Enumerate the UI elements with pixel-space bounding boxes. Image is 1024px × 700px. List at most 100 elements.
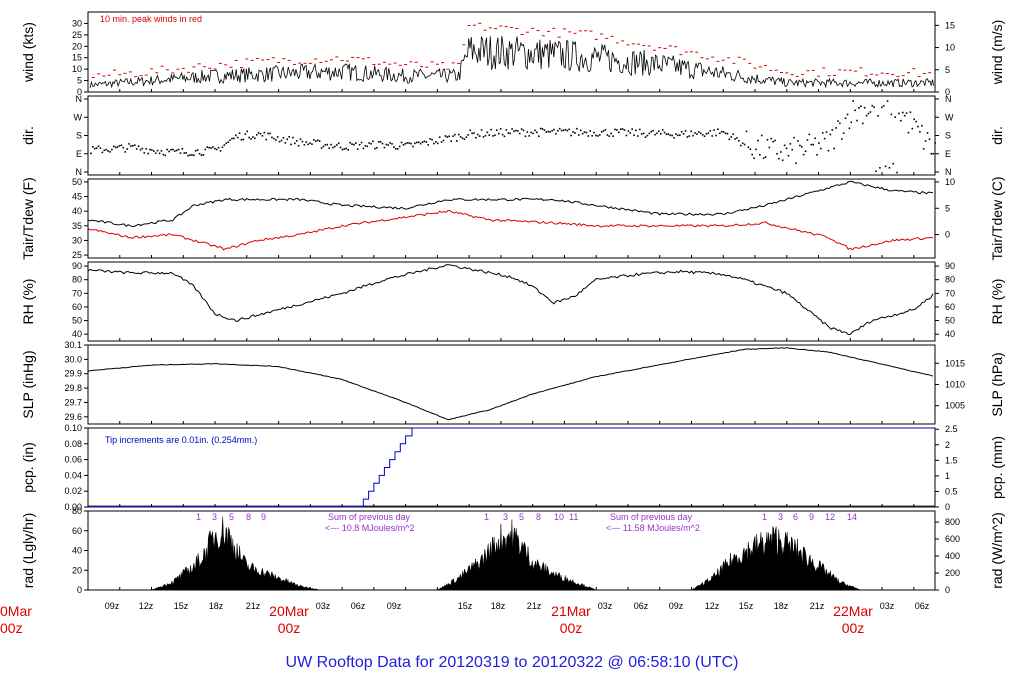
dir-point xyxy=(284,142,287,144)
dir-point xyxy=(465,136,468,138)
dir-point xyxy=(215,148,218,151)
y-tick-label-right: 50 xyxy=(945,316,955,326)
dir-point xyxy=(656,132,658,135)
dir-point xyxy=(280,139,283,142)
dir-point xyxy=(614,128,616,131)
dir-point xyxy=(135,148,138,150)
y-axis-label: SLP (inHg) xyxy=(20,350,36,418)
y-tick-label-right: 1010 xyxy=(945,379,965,389)
dir-point xyxy=(173,150,176,152)
dir-point xyxy=(924,140,927,142)
dir-point xyxy=(133,144,136,146)
y-tick-label: 40 xyxy=(72,329,82,339)
dir-point xyxy=(678,134,681,136)
dir-point xyxy=(448,135,450,138)
y-tick-label: 29.9 xyxy=(64,369,82,379)
y-tick-label-right: 5 xyxy=(945,203,950,213)
y-tick-label: 0.04 xyxy=(64,470,82,480)
dir-point xyxy=(431,138,433,141)
dir-point xyxy=(473,132,475,134)
dir-point xyxy=(667,133,670,135)
dir-point xyxy=(882,105,885,107)
dir-point xyxy=(391,143,393,145)
dir-point xyxy=(198,152,201,155)
x-tick-label: 06z xyxy=(915,601,930,611)
dir-point xyxy=(402,144,405,146)
dir-point xyxy=(884,165,887,168)
dir-point xyxy=(227,141,229,143)
x-tick-label: 15z xyxy=(458,601,473,611)
dir-point xyxy=(820,147,822,150)
dir-point xyxy=(875,170,877,173)
dir-point xyxy=(233,137,235,140)
y-tick-label: 29.6 xyxy=(64,412,82,422)
series-wind xyxy=(89,35,935,89)
y-axis-label-right: RH (%) xyxy=(989,279,1005,325)
dir-point xyxy=(741,142,744,145)
dir-point xyxy=(299,138,302,140)
dir-point xyxy=(377,141,380,143)
dir-point xyxy=(825,131,828,133)
y-tick-label: 35 xyxy=(72,221,82,231)
dir-point xyxy=(663,131,666,134)
y-tick-label-right: W xyxy=(945,112,954,122)
dir-point xyxy=(597,135,599,137)
y-tick-label-right: 2 xyxy=(945,440,950,450)
dir-point xyxy=(764,156,767,158)
dir-point xyxy=(419,142,422,145)
dir-point xyxy=(698,131,700,133)
y-tick-label: 0.02 xyxy=(64,486,82,496)
dir-point xyxy=(130,145,132,147)
x-tick-label: 21z xyxy=(527,601,542,611)
y-axis-label: rad (Lgly/hr) xyxy=(20,513,36,588)
dir-point xyxy=(635,129,637,132)
dir-point xyxy=(484,134,487,137)
dir-point xyxy=(812,143,814,146)
dir-point xyxy=(909,111,912,114)
dir-point xyxy=(309,142,311,144)
dir-point xyxy=(223,144,226,146)
dir-point xyxy=(320,147,323,149)
dir-point xyxy=(749,148,752,150)
y-tick-label-right: 40 xyxy=(945,329,955,339)
dir-point xyxy=(442,139,445,142)
dir-point xyxy=(435,141,437,143)
dir-point xyxy=(410,142,412,145)
dir-point xyxy=(497,132,500,135)
dir-point xyxy=(682,133,685,135)
y-tick-label-right: E xyxy=(945,149,951,159)
panel-frame xyxy=(87,11,936,93)
y-tick-label-right: 400 xyxy=(945,551,960,561)
dir-point xyxy=(452,135,454,137)
x-tick-label: 18z xyxy=(209,601,224,611)
dir-point xyxy=(181,148,184,150)
x-day-label-left: 0Mar xyxy=(0,603,32,619)
dir-point xyxy=(528,135,531,137)
dir-point xyxy=(149,148,151,151)
dir-point xyxy=(558,127,561,130)
y-tick-label-right: 0 xyxy=(945,230,950,240)
dir-point xyxy=(355,142,357,144)
y-tick-label: 70 xyxy=(72,288,82,298)
dir-point xyxy=(242,138,245,141)
y-tick-label: 25 xyxy=(72,250,82,260)
dir-point xyxy=(95,147,98,149)
dir-point xyxy=(583,131,586,133)
y-tick-label: 40 xyxy=(72,206,82,216)
dir-point xyxy=(671,134,673,137)
y-axis-label: Tair/Tdew (F) xyxy=(20,177,36,259)
dir-point xyxy=(680,131,683,133)
dir-point xyxy=(97,145,100,148)
dir-point xyxy=(395,147,397,150)
dir-point xyxy=(576,127,578,130)
dir-point xyxy=(301,140,304,143)
dir-point xyxy=(208,146,210,149)
dir-point xyxy=(557,129,559,132)
dir-point xyxy=(629,132,632,134)
dir-point xyxy=(206,146,208,148)
dir-point xyxy=(257,132,260,134)
series-slp xyxy=(87,347,934,421)
dir-point xyxy=(316,139,319,142)
